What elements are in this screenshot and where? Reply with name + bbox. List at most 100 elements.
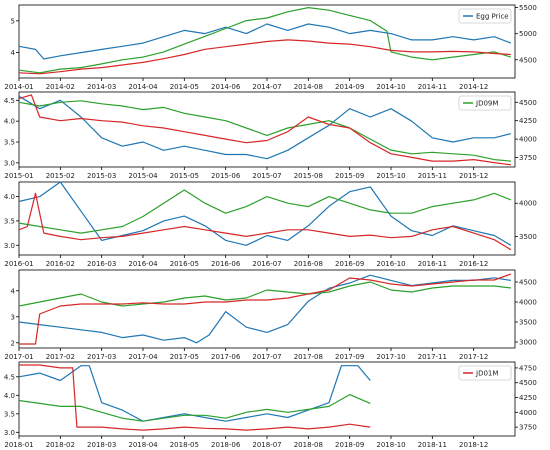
y-right-tick-label: 4500 [519, 99, 537, 107]
x-tick-label: 2016-03 [87, 260, 116, 268]
y-left-tick-label: 3 [11, 313, 15, 321]
x-tick-label: 2015-03 [87, 172, 116, 180]
plot-frame [18, 91, 516, 168]
x-tick-label: 2018-10 [376, 441, 405, 449]
x-tick-label: 2014-10 [376, 83, 405, 91]
legend: Egg Price [458, 8, 512, 24]
x-tick-label: 2014-09 [335, 83, 364, 91]
y-left-tick-label: 2 [11, 339, 15, 347]
x-tick-label: 2018-11 [418, 441, 447, 449]
series-line [18, 39, 511, 75]
y-right-tick-label: 4000 [519, 136, 537, 144]
series-line [19, 273, 512, 345]
legend-label: JD09M [475, 100, 498, 108]
x-tick-label: 2016-12 [459, 260, 488, 268]
series-line [18, 192, 512, 251]
x-tick-label: 2014-08 [294, 83, 323, 91]
x-tick-label: 2016-02 [46, 260, 75, 268]
x-tick-label: 2015-10 [376, 172, 405, 180]
legend-box [458, 8, 512, 24]
y-left-tick-label: 4.0 [4, 193, 15, 201]
x-tick-label: 2014-03 [87, 83, 116, 91]
x-tick-label: 2017-04 [128, 353, 158, 361]
x-tick-label: 2015-06 [211, 172, 241, 180]
y-right-tick-label: 4250 [519, 394, 537, 402]
series-group [18, 94, 512, 166]
x-tick-label: 2015-11 [418, 172, 447, 180]
y-right-tick-label: 3750 [519, 154, 537, 162]
y-left-tick-label: 4.0 [4, 118, 15, 126]
chart-panel: 2014-01 2014-02 2014-03 2014-04 2014-05 2014-… [4, 4, 536, 91]
y-right-tick-label: 4000 [519, 299, 537, 307]
y-right-tick-label: 3500 [519, 319, 537, 327]
x-tick-label: 2015-04 [128, 172, 158, 180]
y-right-tick-label: 5500 [519, 4, 537, 12]
x-tick-label: 2018-09 [335, 441, 364, 449]
y-left-tick-label: 4 [11, 49, 16, 57]
x-tick-label: 2014-06 [211, 83, 241, 91]
y-left-tick-label: 3.5 [4, 139, 15, 147]
series-line [18, 7, 512, 74]
x-tick-label: 2017-12 [459, 353, 488, 361]
legend-box [458, 365, 512, 381]
x-tick-label: 2017-01 [4, 353, 33, 361]
x-tick-label: 2017-03 [87, 353, 116, 361]
x-tick-label: 2014-11 [418, 83, 447, 91]
x-tick-label: 2015-08 [294, 172, 323, 180]
x-tick-label: 2016-05 [170, 260, 199, 268]
y-right-tick-label: 4250 [519, 117, 537, 125]
x-tick-label: 2018-01 [4, 441, 33, 449]
x-tick-label: 2016-04 [128, 260, 158, 268]
series-group [18, 364, 371, 431]
x-tick-label: 2015-12 [459, 172, 488, 180]
y-right-tick-label: 4000 [519, 409, 537, 417]
series-group [18, 7, 512, 75]
plot-frame [18, 181, 516, 256]
x-tick-label: 2017-07 [252, 353, 281, 361]
x-tick-label: 2016-09 [335, 260, 364, 268]
chart-panel: 2017-01 2017-02 2017-03 2017-04 2017-05 2017-… [4, 269, 537, 361]
y-left-tick-label: 4.5 [4, 373, 15, 381]
legend: JD09M [458, 95, 512, 111]
x-tick-label: 2018-03 [87, 441, 116, 449]
y-right-tick-label: 4750 [519, 364, 537, 372]
series-line [19, 364, 371, 431]
legend-box [458, 95, 512, 111]
y-right-tick-label: 4000 [519, 200, 537, 208]
series-group [18, 273, 512, 345]
x-tick-label: 2018-08 [294, 441, 323, 449]
x-tick-label: 2015-07 [252, 172, 281, 180]
series-group [18, 181, 512, 251]
chart-panel: 2016-01 2016-02 2016-03 2016-04 2016-05 2016-… [4, 181, 537, 268]
x-tick-label: 2018-05 [170, 441, 199, 449]
x-tick-label: 2017-09 [335, 353, 364, 361]
y-left-tick-label: 3.5 [4, 217, 15, 225]
series-line [18, 23, 512, 60]
x-tick-label: 2017-08 [294, 353, 323, 361]
y-left-tick-label: 4.5 [4, 97, 15, 105]
x-tick-label: 2014-07 [252, 83, 281, 91]
legend-label: JD01M [475, 370, 498, 378]
y-left-tick-label: 5 [11, 17, 15, 25]
y-right-tick-label: 3000 [519, 339, 537, 347]
plot-frame [18, 361, 516, 437]
x-tick-label: 2014-05 [170, 83, 199, 91]
y-right-tick-label: 3750 [519, 424, 537, 432]
y-left-tick-label: 3.0 [4, 159, 15, 167]
x-tick-label: 2015-01 [4, 172, 33, 180]
x-tick-label: 2014-04 [128, 83, 158, 91]
x-tick-label: 2017-06 [211, 353, 241, 361]
x-tick-label: 2016-07 [252, 260, 281, 268]
series-line [18, 181, 512, 246]
x-tick-label: 2014-02 [46, 83, 75, 91]
x-tick-label: 2018-02 [46, 441, 75, 449]
y-left-tick-label: 3.0 [4, 429, 15, 437]
x-tick-label: 2018-12 [459, 441, 488, 449]
y-right-tick-label: 4500 [519, 279, 537, 287]
chart-panel: 2015-01 2015-02 2015-03 2015-04 2015-05 2015-… [4, 91, 537, 180]
series-line [18, 94, 511, 166]
x-tick-label: 2014-12 [459, 83, 488, 91]
series-line [18, 100, 511, 162]
x-tick-label: 2014-01 [4, 83, 33, 91]
x-tick-label: 2016-08 [294, 260, 323, 268]
